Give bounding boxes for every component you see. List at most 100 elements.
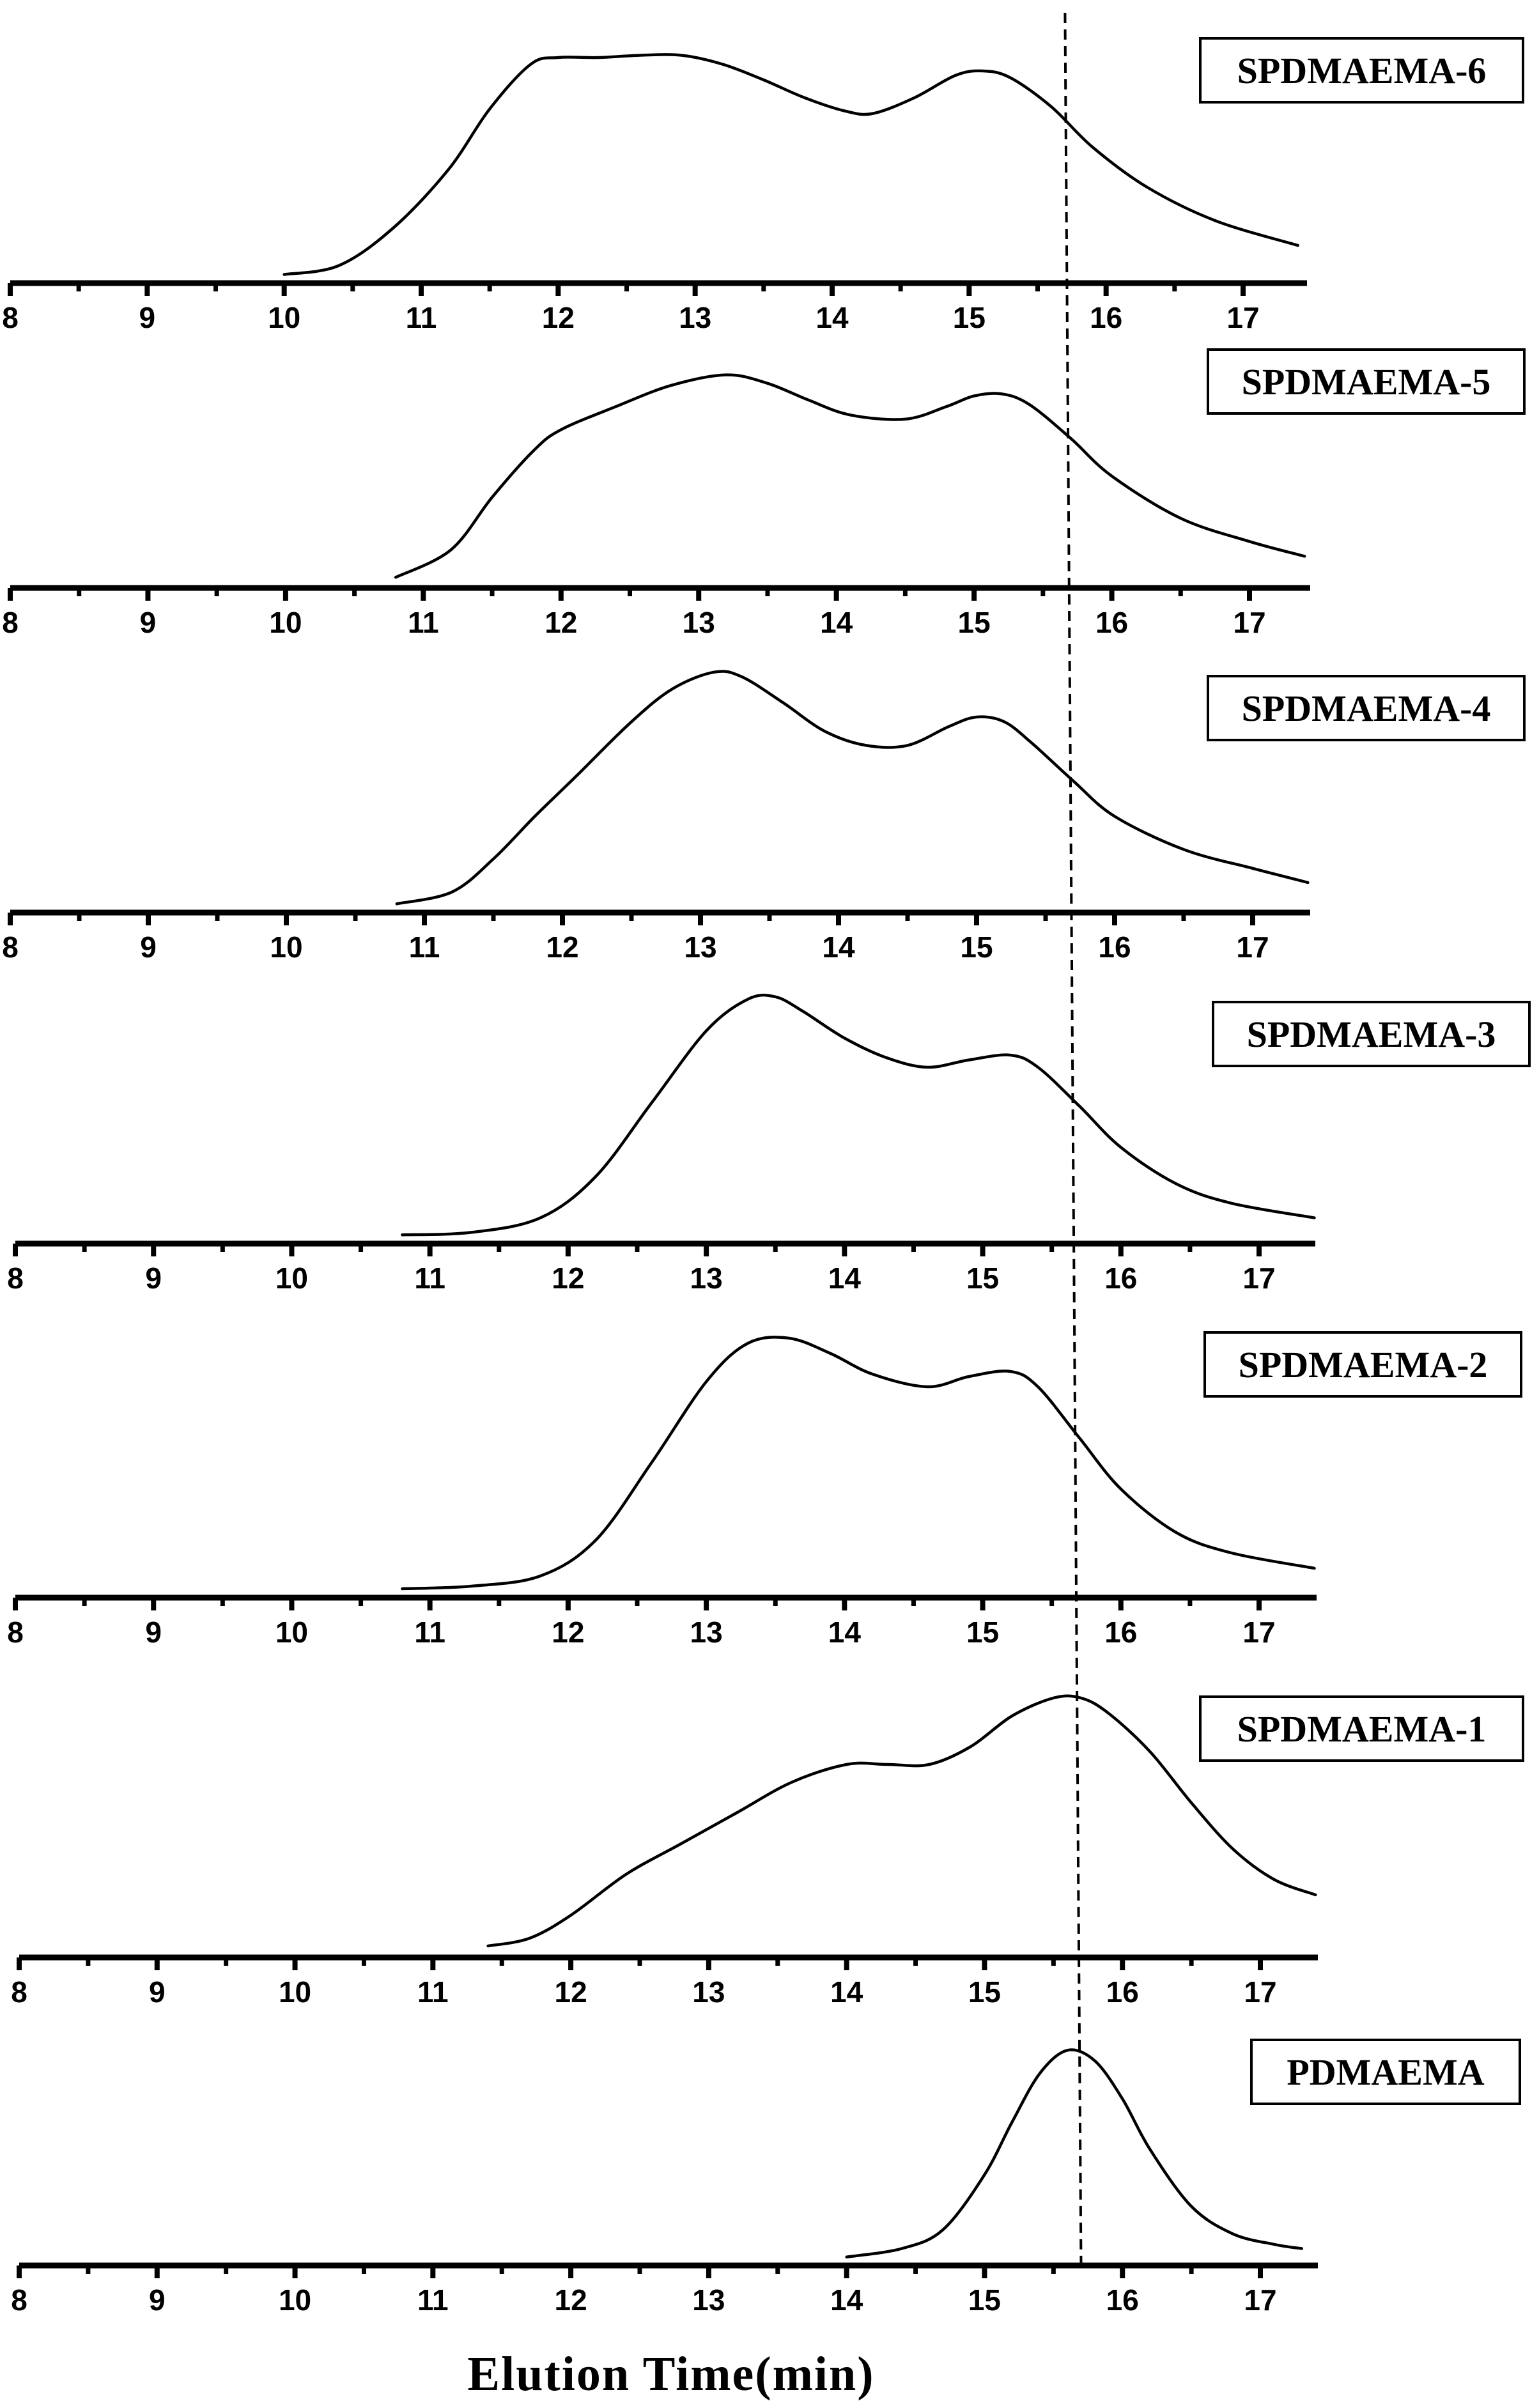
x-tick-label: 9 [149,1975,166,2009]
x-tick-label: 9 [139,301,156,334]
x-tick-label: 10 [279,2283,311,2317]
elution-curve [395,670,1310,906]
chart-panels: 8 9 10 11 12 13 14 15 16 17 SPDMAEMA-6 8 9 10 11 12 13 14… [2,37,1531,2317]
sample-label-box [1250,2039,1521,2105]
x-tick-label: 15 [966,1616,999,1649]
x-tick-label: 17 [1244,1975,1276,2009]
x-tick-label: 12 [555,1975,587,2009]
panel-2: 8 9 10 11 12 13 14 15 16 17 SPDMAEMA-5 [2,348,1526,639]
x-tick-label: 11 [417,2283,449,2317]
x-tick-label: 8 [11,1975,27,2009]
x-tick-label: 9 [140,606,157,639]
sample-label: SPDMAEMA-2 [1239,1344,1488,1385]
x-tick-label: 8 [2,930,19,964]
elution-curve [845,2048,1303,2258]
elution-curve [394,373,1306,579]
x-tick-label: 13 [679,301,711,334]
x-tick-label: 8 [11,2283,27,2317]
x-tick-label: 14 [830,2283,863,2317]
panel-6: 8 9 10 11 12 13 14 15 16 17 SPDMAEMA-1 [11,1694,1524,2009]
x-tick-label: 17 [1242,1262,1275,1295]
elution-curve [401,993,1316,1237]
x-tick-label: 15 [958,606,991,639]
x-tick-label: 14 [816,301,849,334]
x-tick-label: 8 [2,606,19,639]
x-tick-label: 10 [279,1975,311,2009]
sample-label: SPDMAEMA-5 [1242,361,1491,403]
x-tick-label: 17 [1244,2283,1276,2317]
x-tick-label: 16 [1104,1262,1137,1295]
x-tick-label: 10 [269,606,302,639]
x-tick-label: 10 [268,301,300,334]
x-tick-label: 16 [1095,606,1128,639]
x-tick-label: 14 [820,606,853,639]
reference-dashed-line [1063,12,1083,2266]
x-tick-label: 10 [275,1262,308,1295]
x-tick-label: 8 [7,1616,24,1649]
x-axis-title: Elution Time(min) [467,2347,874,2401]
x-tick-label: 13 [683,606,715,639]
sample-label: SPDMAEMA-3 [1247,1014,1496,1055]
panel-5: 8 9 10 11 12 13 14 15 16 17 SPDMAEMA-2 [7,1331,1522,1649]
x-tick-label: 13 [692,2283,725,2317]
sample-label: SPDMAEMA-6 [1237,50,1487,91]
x-tick-label: 17 [1226,301,1259,334]
elution-curve [282,53,1299,276]
sample-label: SPDMAEMA-4 [1242,688,1491,729]
sample-label-box [1199,37,1524,104]
x-tick-label: 14 [830,1975,863,2009]
sample-label-box [1203,1331,1522,1398]
x-tick-label: 9 [145,1262,162,1295]
sample-label: SPDMAEMA-1 [1237,1708,1487,1750]
x-tick-label: 17 [1233,606,1265,639]
x-tick-label: 11 [406,301,437,334]
elution-curve [401,1336,1316,1591]
x-tick-label: 11 [409,930,440,964]
x-tick-label: 10 [270,930,302,964]
x-tick-label: 16 [1106,1975,1139,2009]
x-tick-label: 11 [414,1616,445,1649]
x-tick-label: 11 [408,606,439,639]
x-tick-label: 13 [684,930,716,964]
sample-label: PDMAEMA [1287,2051,1484,2093]
sample-label-box [1207,348,1526,415]
x-tick-label: 9 [149,2283,166,2317]
x-tick-label: 12 [552,1262,584,1295]
panel-7: 8 9 10 11 12 13 14 15 16 17 PDMAEMA [11,2039,1521,2317]
x-tick-label: 15 [966,1262,999,1295]
x-tick-label: 8 [2,301,19,334]
x-tick-label: 10 [275,1616,308,1649]
sample-label-box [1199,1695,1524,1762]
panel-4: 8 9 10 11 12 13 14 15 16 17 SPDMAEMA-3 [7,993,1531,1295]
x-tick-label: 17 [1236,930,1269,964]
sample-label-box [1207,675,1526,741]
x-tick-label: 8 [7,1262,24,1295]
x-tick-label: 13 [690,1262,723,1295]
x-tick-label: 14 [828,1262,862,1295]
x-tick-label: 12 [552,1616,584,1649]
x-tick-label: 12 [542,301,575,334]
x-tick-label: 12 [546,930,578,964]
x-tick-label: 9 [140,930,157,964]
x-tick-label: 14 [822,930,855,964]
x-tick-label: 16 [1098,930,1131,964]
x-tick-label: 11 [414,1262,445,1295]
x-tick-label: 11 [417,1975,449,2009]
x-tick-label: 17 [1242,1616,1275,1649]
x-tick-label: 16 [1106,2283,1139,2317]
x-tick-label: 12 [555,2283,587,2317]
x-tick-label: 12 [545,606,577,639]
x-tick-label: 16 [1104,1616,1137,1649]
x-tick-label: 15 [953,301,986,334]
x-tick-label: 13 [690,1616,723,1649]
panel-1: 8 9 10 11 12 13 14 15 16 17 SPDMAEMA-6 [2,37,1524,334]
x-tick-label: 14 [828,1616,862,1649]
x-tick-label: 13 [692,1975,725,2009]
x-tick-label: 9 [145,1616,162,1649]
sample-label-box [1212,1001,1531,1067]
x-tick-label: 15 [968,1975,1001,2009]
panel-3: 8 9 10 11 12 13 14 15 16 17 SPDMAEMA-4 [2,670,1526,964]
x-tick-label: 15 [960,930,993,964]
x-tick-label: 16 [1090,301,1122,334]
